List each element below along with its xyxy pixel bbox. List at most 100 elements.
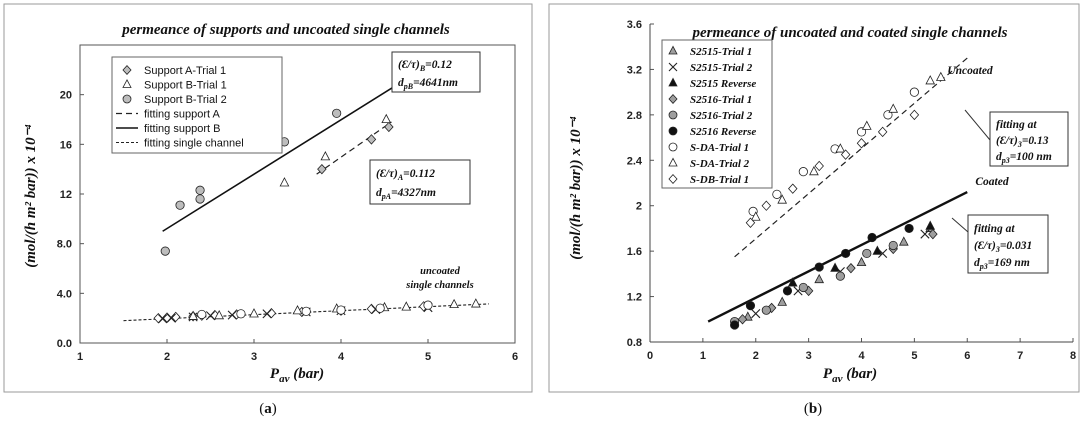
y-tick-label: 2.4 (627, 155, 643, 167)
data-point (840, 149, 851, 160)
data-point (920, 229, 930, 239)
y-tick-label: 1.6 (627, 246, 642, 258)
chart-b-y-ticks: 0.8 1.2 1.6 2 2.4 2.8 3.2 3.6 (627, 19, 654, 349)
caption-b: (b) (804, 401, 822, 417)
data-point (888, 240, 898, 251)
data-point (737, 314, 748, 325)
data-point (814, 273, 825, 284)
data-point (935, 71, 946, 81)
data-point (214, 309, 225, 320)
annotation-coated-fit-line3: dp3=169 nm (974, 257, 1030, 271)
data-point (745, 217, 756, 228)
legend-marker (668, 142, 678, 152)
x-tick-label: 5 (911, 350, 917, 362)
data-point (449, 298, 459, 309)
legend-item-s-db-trial-1: S-DB-Trial 1 (668, 174, 749, 186)
annotation-uncoated-fit-line1: fitting at (996, 119, 1037, 131)
series-s-da-trial-2 (750, 71, 946, 221)
annotation-coated-fit-line2: (Ɛ/τ)3=0.031 (974, 240, 1032, 254)
data-point (366, 134, 377, 145)
data-point (751, 309, 761, 319)
data-point (170, 311, 181, 323)
data-point (301, 306, 311, 316)
data-point (925, 220, 936, 230)
annotation-support-a: (Ɛ/τ)A=0.112 dpA=4327nm (369, 159, 471, 205)
legend-item-s2515-trial-2: S2515-Trial 2 (668, 62, 753, 74)
fit-line-coated (707, 191, 968, 323)
data-point (205, 311, 216, 321)
legend-label: fitting single channel (144, 138, 244, 150)
legend-item-s2516-trial-1: S2516-Trial 1 (668, 94, 752, 106)
data-point (856, 127, 867, 137)
data-point (470, 298, 481, 308)
annotation-uncoated-fit-line2: (Ɛ/τ)3=0.13 (996, 135, 1049, 149)
y-tick-label: 2 (636, 201, 642, 213)
x-tick-label: 4 (858, 350, 865, 362)
legend-item-support-a-trial-1: Support A-Trial 1 (122, 65, 226, 77)
data-point (861, 120, 872, 130)
legend-item-s-da-trial-1: S-DA-Trial 1 (668, 142, 749, 154)
data-point (236, 309, 246, 319)
legend-item-s2515-reverse: S2515 Reverse (668, 77, 756, 90)
y-tick-label: 20 (60, 90, 72, 102)
chart-b-points (729, 71, 946, 330)
chart-b-fit-lines (707, 57, 968, 323)
fit-line-uncoated (734, 57, 968, 258)
data-point (336, 305, 346, 315)
data-point (195, 194, 205, 204)
y-tick-label: 16 (60, 139, 72, 151)
legend-label: S2516 Reverse (690, 126, 756, 138)
chart-b-legend-box (661, 39, 773, 189)
series-support-a-trial-1 (317, 121, 394, 175)
chart-b-y-axis-label: (mol/(h m² bar)) x 10⁻⁴ (568, 116, 584, 259)
annotation-uncoated-fit-box (989, 111, 1069, 167)
legend-label: S2516-Trial 2 (690, 110, 753, 122)
data-point (745, 301, 756, 311)
x-tick-label: 5 (425, 351, 431, 363)
legend-label: fitting support A (144, 109, 220, 121)
data-point (814, 160, 824, 172)
data-point (809, 165, 819, 176)
y-tick-label: 3.6 (627, 19, 642, 31)
data-point (928, 228, 938, 240)
caption-a: (a) (259, 401, 277, 417)
data-point (841, 248, 851, 259)
annotation-support-a-box (369, 159, 471, 205)
data-point (777, 296, 788, 306)
data-point (317, 163, 327, 175)
y-tick-label: 1.2 (627, 292, 642, 304)
series-s-db-trial-1 (745, 109, 920, 228)
series-s2516-reverse (729, 223, 914, 330)
legend-marker (122, 94, 132, 104)
legend-label: Support B-Trial 2 (144, 94, 227, 106)
legend-label: S-DA-Trial 2 (690, 158, 750, 170)
chart-b: permeance of uncoated and coated single … (548, 3, 1080, 417)
y-tick-label: 12 (60, 189, 72, 201)
annotation-uncoated: Uncoated (947, 65, 993, 77)
data-point (798, 167, 808, 177)
chart-b-legend: S2515-Trial 1 S2515-Trial 2 S2515 Reverse S… (661, 39, 773, 189)
series-s2515-reverse (787, 220, 936, 287)
annotation-support-b-box (391, 51, 481, 93)
data-point (195, 185, 205, 195)
data-point (761, 200, 772, 211)
chart-a-x-axis-label: Pav (bar) (270, 366, 324, 385)
data-point (877, 126, 888, 138)
legend-item-support-b-trial-2: Support B-Trial 2 (122, 94, 227, 106)
data-point (158, 314, 168, 324)
data-point (898, 236, 909, 246)
chart-a-x-ticks: 1 2 3 4 5 6 (77, 339, 518, 363)
data-point (798, 282, 808, 293)
annotation-support-b-line1: (Ɛ/τ)B=0.12 (398, 59, 452, 73)
annotation-coated: Coated (975, 176, 1008, 188)
data-point (401, 301, 412, 311)
data-point (787, 277, 798, 287)
y-tick-label: 4.0 (57, 288, 72, 300)
legend-marker (668, 126, 678, 136)
legend-label: S-DA-Trial 1 (690, 142, 749, 154)
data-point (835, 271, 845, 281)
legend-item-s-da-trial-2: S-DA-Trial 2 (668, 157, 750, 170)
annotation-uncoated-line2: single channels (405, 280, 473, 291)
x-tick-label: 0 (647, 350, 653, 362)
